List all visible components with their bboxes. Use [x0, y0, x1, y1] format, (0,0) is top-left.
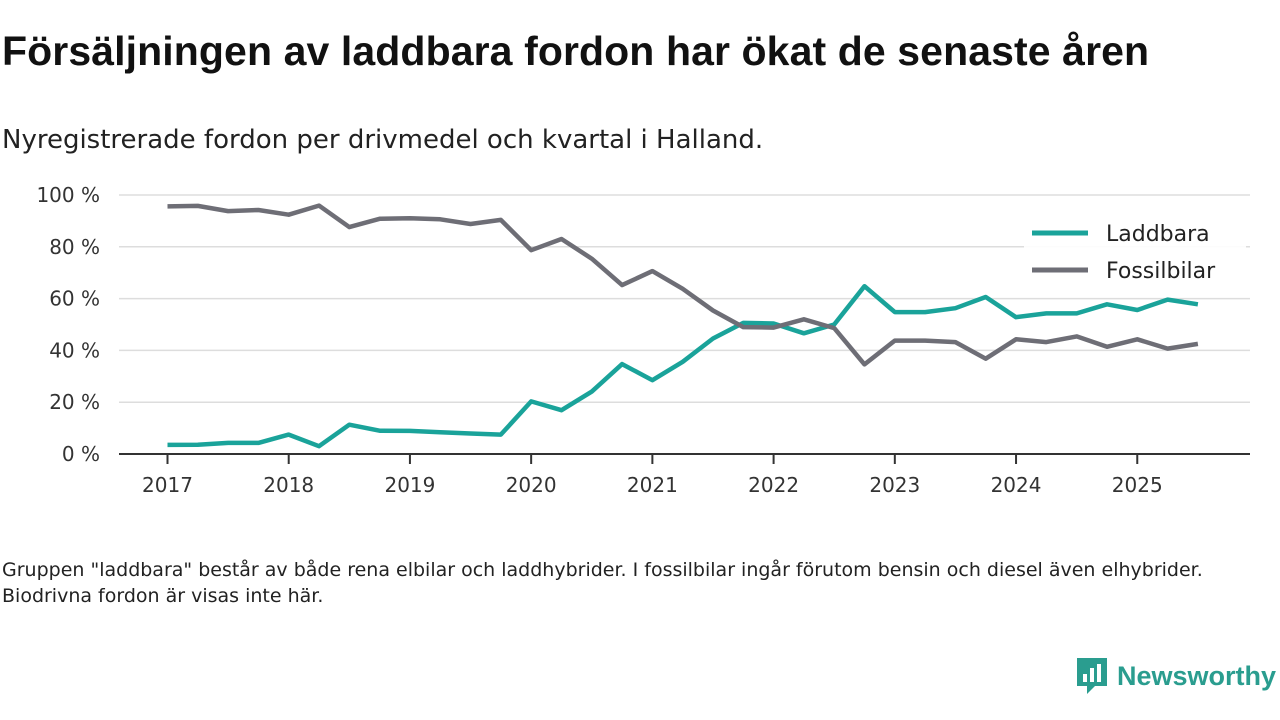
legend-label-laddbara: Laddbara [1106, 222, 1210, 247]
legend-label-fossilbilar: Fossilbilar [1106, 259, 1216, 284]
x-tick-label: 2018 [263, 473, 314, 497]
y-tick-label: 0 % [62, 442, 100, 466]
x-tick-label: 2022 [748, 473, 799, 497]
x-tick-label: 2019 [384, 473, 435, 497]
footnote: Gruppen "laddbara" består av både rena e… [2, 559, 1203, 607]
y-axis-ticks: 0 % 20 % 40 % 60 % 80 % 100 % [36, 183, 100, 466]
x-tick-label: 2025 [1112, 473, 1163, 497]
legend-background [1024, 212, 1246, 288]
x-tick-label: 2024 [991, 473, 1042, 497]
y-tick-label: 20 % [49, 390, 100, 414]
x-tick-label: 2017 [142, 473, 193, 497]
x-axis: 2017 2018 2019 2020 2021 2022 2023 2024 2025 [119, 453, 1250, 497]
x-tick-label: 2023 [869, 473, 920, 497]
y-tick-label: 40 % [49, 338, 100, 362]
newsworthy-logo-icon [1076, 658, 1107, 694]
chart-series [167, 203, 1199, 449]
chart-legend: Laddbara Fossilbilar [1024, 212, 1246, 288]
brand-name: Newsworthy [1116, 660, 1276, 691]
series-line-laddbara [167, 283, 1199, 449]
x-tick-label: 2020 [506, 473, 557, 497]
y-tick-label: 100 % [36, 183, 100, 207]
brand-logo: Newsworthy [1075, 656, 1276, 696]
line-chart: 0 % 20 % 40 % 60 % 80 % 100 % 2017 2018 2019 202… [36, 183, 1250, 497]
page-subtitle: Nyregistrerade fordon per drivmedel och … [2, 125, 764, 155]
series-line-fossilbilar [167, 203, 1199, 367]
y-tick-label: 60 % [49, 287, 100, 311]
y-tick-label: 80 % [49, 235, 100, 259]
x-tick-label: 2021 [627, 473, 678, 497]
page-title: Försäljningen av laddbara fordon har öka… [2, 28, 1150, 74]
